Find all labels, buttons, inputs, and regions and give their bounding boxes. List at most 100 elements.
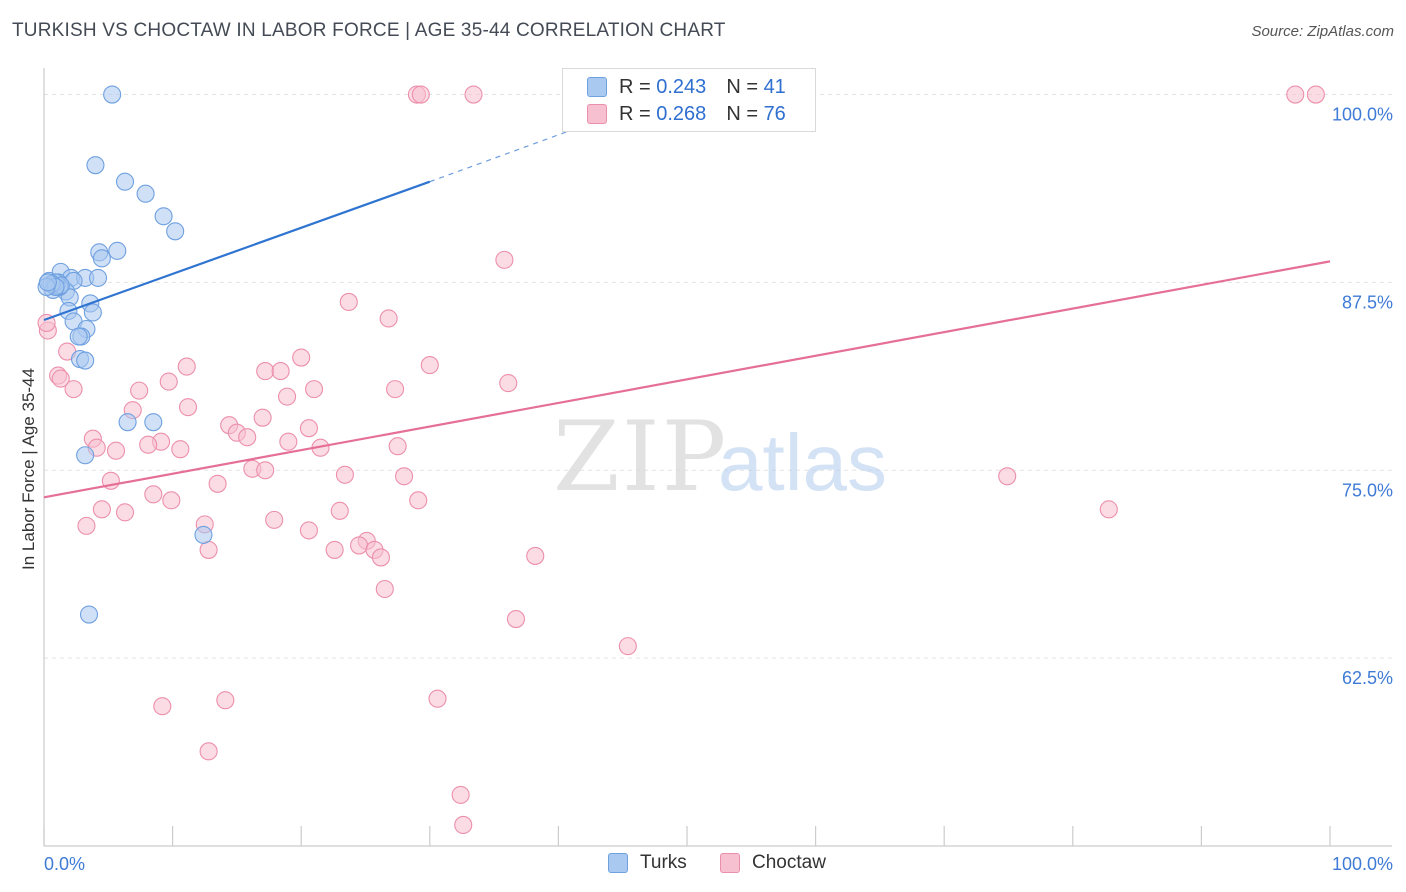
choctaw-point xyxy=(292,348,311,367)
choctaw-point xyxy=(208,474,227,493)
legend-item-turks[interactable]: Turks xyxy=(608,852,687,874)
turks-point xyxy=(144,413,163,432)
y-tick-label: 62.5% xyxy=(1342,668,1393,688)
turks-point xyxy=(166,222,185,241)
choctaw-point xyxy=(130,381,149,400)
choctaw-point xyxy=(1306,85,1325,104)
choctaw-n-value: 76 xyxy=(763,102,786,125)
choctaw-point xyxy=(299,521,318,540)
watermark: ZIP atlas xyxy=(553,401,887,513)
choctaw-point xyxy=(618,637,637,656)
choctaw-swatch xyxy=(587,104,607,124)
choctaw-r-label: R = xyxy=(619,102,651,125)
choctaw-point xyxy=(238,428,257,447)
choctaw-point xyxy=(388,437,407,456)
turks-point xyxy=(79,605,99,624)
choctaw-legend-label: Choctaw xyxy=(752,852,826,873)
choctaw-point xyxy=(325,540,344,559)
turks-point xyxy=(136,184,155,203)
turks-n-value: 41 xyxy=(763,75,786,98)
choctaw-point xyxy=(199,742,218,761)
choctaw-point xyxy=(171,440,190,459)
choctaw-point xyxy=(271,362,290,381)
choctaw-point xyxy=(998,467,1017,486)
turks-point xyxy=(69,327,88,346)
choctaw-legend-swatch xyxy=(720,853,740,873)
choctaw-n-label: N = xyxy=(726,102,758,125)
choctaw-point xyxy=(1099,500,1118,519)
choctaw-point xyxy=(139,435,158,454)
series-legend: Turks Choctaw xyxy=(0,852,1406,878)
y-tick-label: 100.0% xyxy=(1332,105,1393,125)
choctaw-point xyxy=(495,250,514,269)
choctaw-point xyxy=(464,85,483,104)
choctaw-point xyxy=(216,691,235,710)
turks-point xyxy=(38,273,57,292)
grid-layer xyxy=(44,94,1392,659)
choctaw-point xyxy=(265,510,284,529)
turks-n-label: N = xyxy=(726,75,758,98)
choctaw-point xyxy=(256,461,275,480)
choctaw-point xyxy=(153,697,172,716)
choctaw-trend-line xyxy=(43,260,1331,499)
choctaw-point xyxy=(379,309,398,328)
turks-point xyxy=(86,156,105,175)
turks-point xyxy=(76,351,95,370)
choctaw-r-value: 0.268 xyxy=(656,102,707,125)
stats-legend: R = 0.243 N = 41 R = 0.268 N = 76 xyxy=(562,68,816,132)
turks-point xyxy=(103,85,122,104)
choctaw-point xyxy=(305,380,324,399)
choctaw-point xyxy=(411,85,430,104)
source-label: Source: ZipAtlas.com xyxy=(1251,23,1394,40)
choctaw-point xyxy=(428,689,447,708)
choctaw-point xyxy=(375,579,394,599)
turks-legend-swatch xyxy=(608,853,628,873)
choctaw-point xyxy=(37,313,56,333)
choctaw-point xyxy=(499,374,518,393)
turks-point xyxy=(194,525,213,544)
choctaw-point xyxy=(395,467,414,486)
choctaw-point xyxy=(506,610,526,629)
turks-point xyxy=(154,207,173,226)
turks-point xyxy=(92,249,111,268)
choctaw-point xyxy=(299,419,318,438)
legend-row-choctaw: R = 0.268 N = 76 xyxy=(587,101,786,127)
watermark-zip: ZIP xyxy=(553,401,728,513)
choctaw-point xyxy=(162,491,181,510)
turks-legend-label: Turks xyxy=(640,852,687,873)
choctaw-point xyxy=(51,369,70,388)
choctaw-point xyxy=(106,441,126,460)
choctaw-point xyxy=(339,292,358,311)
y-tick-label: 75.0% xyxy=(1342,480,1393,500)
y-tick-label: 87.5% xyxy=(1342,292,1393,312)
choctaw-point xyxy=(454,815,473,835)
turks-r-label: R = xyxy=(619,75,651,98)
choctaw-point xyxy=(335,465,354,484)
axis-layer xyxy=(43,68,1392,847)
turks-point xyxy=(76,446,95,465)
choctaw-point xyxy=(371,548,390,567)
choctaw-point xyxy=(451,785,470,804)
choctaw-point xyxy=(115,503,135,522)
legend-item-choctaw[interactable]: Choctaw xyxy=(720,852,826,874)
turks-trend-line xyxy=(43,180,431,322)
choctaw-point xyxy=(77,516,96,535)
turks-point xyxy=(88,268,108,287)
x-tick-label: 100.0% xyxy=(1332,854,1393,874)
choctaw-point xyxy=(278,387,297,406)
y-axis-title: In Labor Force | Age 35-44 xyxy=(19,368,38,570)
turks-r-value: 0.243 xyxy=(656,75,707,98)
turks-point xyxy=(115,172,135,191)
turks-swatch xyxy=(587,77,607,97)
choctaw-point xyxy=(177,357,196,376)
choctaw-point xyxy=(256,362,275,381)
turks-point xyxy=(118,413,137,432)
choctaw-point xyxy=(409,491,428,510)
watermark-atlas: atlas xyxy=(718,418,887,507)
choctaw-point xyxy=(199,540,218,559)
choctaw-point xyxy=(144,485,163,504)
choctaw-point xyxy=(526,546,545,565)
choctaw-point xyxy=(279,432,298,451)
choctaw-point xyxy=(1286,85,1305,104)
choctaw-point xyxy=(178,398,198,417)
